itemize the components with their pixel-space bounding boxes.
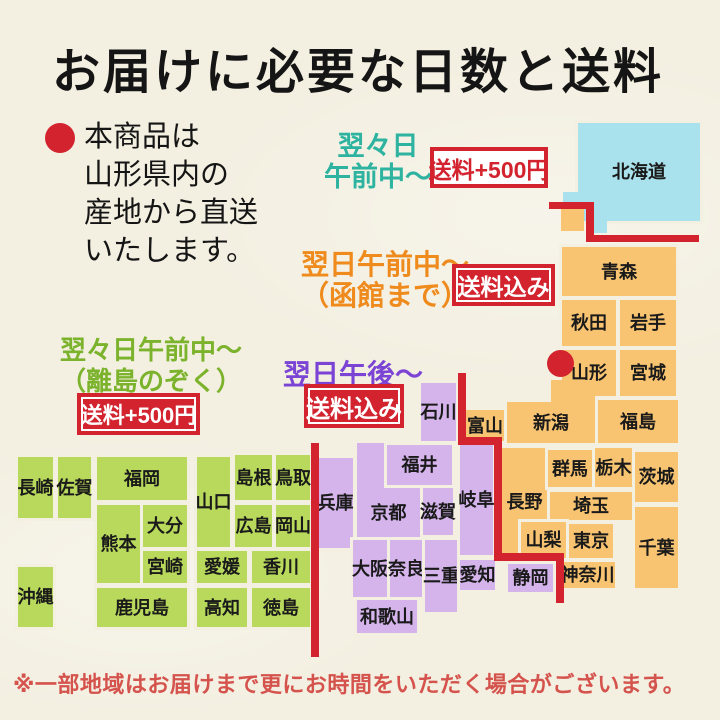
prefecture-block: 愛知 bbox=[460, 560, 496, 590]
prefecture-block: 愛媛 bbox=[197, 551, 247, 583]
prefecture-block: 兵庫 bbox=[318, 458, 354, 548]
prefecture-block: 大分 bbox=[143, 505, 187, 547]
zone-boundary-line bbox=[549, 202, 594, 209]
prefecture-block: 埼玉 bbox=[550, 492, 632, 520]
zone-label-line: 翌々日 bbox=[337, 131, 419, 161]
product-note-line: 山形県内の bbox=[84, 159, 230, 191]
zone-label-line: （離島のぞく） bbox=[59, 366, 242, 396]
product-note-line: 本商品は bbox=[84, 121, 201, 153]
zone-label-hokkaido: 翌々日 午前中〜 bbox=[318, 131, 438, 193]
prefecture-block: 宮城 bbox=[620, 350, 676, 396]
product-note-line: 産地から直送 bbox=[84, 197, 259, 229]
page-title: お届けに必要な日数と送料 bbox=[52, 46, 665, 99]
zone-label-line: 午前中〜 bbox=[324, 162, 432, 192]
shipping-fee-badge-hakodate: 送料込み bbox=[456, 268, 551, 302]
prefecture-block: 北海道 bbox=[578, 123, 700, 221]
prefecture-block: 岩手 bbox=[620, 300, 676, 346]
zone-label-line: 翌日午前中〜 bbox=[300, 249, 469, 280]
prefecture-block-fragment bbox=[592, 219, 607, 233]
zone-boundary-line bbox=[458, 373, 466, 443]
prefecture-block: 青森 bbox=[562, 247, 676, 296]
prefecture-block: 大阪 bbox=[352, 540, 388, 597]
prefecture-block: 山口 bbox=[196, 457, 232, 547]
prefecture-block: 新潟 bbox=[507, 402, 595, 443]
zone-boundary-line bbox=[586, 202, 594, 242]
prefecture-block-fragment bbox=[357, 443, 384, 490]
zone-boundary-line bbox=[494, 553, 564, 561]
red-bullet-icon bbox=[45, 123, 75, 153]
shipping-fee-badge-west-japan: 送料+500円 bbox=[81, 397, 196, 431]
prefecture-block: 宮崎 bbox=[143, 551, 187, 583]
prefecture-block: 栃木 bbox=[595, 448, 632, 487]
shipping-fee-badge-hokkaido: 送料+500円 bbox=[429, 147, 549, 188]
prefecture-block: 東京 bbox=[569, 524, 613, 558]
zone-label-line: 翌日午後〜 bbox=[283, 359, 424, 390]
zone-boundary-line bbox=[458, 437, 502, 445]
prefecture-block: 三重 bbox=[423, 540, 459, 612]
zone-boundary-line bbox=[494, 437, 502, 558]
prefecture-block: 広島 bbox=[235, 505, 272, 547]
zone-boundary-line bbox=[311, 443, 319, 657]
prefecture-block-fragment bbox=[561, 209, 584, 231]
prefecture-block: 高知 bbox=[197, 588, 247, 627]
zone-label-line: 翌々日午前中〜 bbox=[59, 335, 242, 365]
prefecture-block: 滋賀 bbox=[420, 488, 456, 535]
zone-label-line: （函館まで） bbox=[300, 280, 469, 311]
prefecture-block: 奈良 bbox=[388, 540, 424, 597]
prefecture-block: 鹿児島 bbox=[97, 588, 187, 627]
zone-boundary-line bbox=[556, 553, 564, 603]
zone-label-west-japan: 翌々日午前中〜 （離島のぞく） bbox=[42, 335, 260, 397]
prefecture-block: 島根 bbox=[235, 455, 272, 500]
prefecture-block: 福島 bbox=[598, 400, 678, 443]
zone-label-hakodate: 翌日午前中〜 （函館まで） bbox=[281, 249, 489, 311]
shipping-fee-badge-central-japan: 送料込み bbox=[306, 388, 402, 424]
prefecture-block: 徳島 bbox=[252, 588, 310, 627]
prefecture-block: 福井 bbox=[387, 445, 452, 485]
prefecture-block: 福岡 bbox=[97, 457, 187, 500]
prefecture-block: 山梨 bbox=[521, 522, 566, 558]
prefecture-block: 秋田 bbox=[562, 300, 616, 346]
yamagata-origin-marker bbox=[547, 350, 574, 377]
prefecture-block: 静岡 bbox=[508, 564, 553, 592]
prefecture-block: 香川 bbox=[252, 551, 310, 583]
prefecture-block: 富山 bbox=[466, 410, 504, 441]
prefecture-block: 岡山 bbox=[275, 505, 311, 547]
prefecture-block: 茨城 bbox=[635, 452, 678, 502]
footer-note: ※一部地域はお届けまで更にお時間をいただく場合がございます。 bbox=[13, 672, 686, 697]
prefecture-block: 岐阜 bbox=[459, 445, 495, 555]
prefecture-block: 長崎 bbox=[18, 457, 54, 518]
prefecture-block: 鳥取 bbox=[275, 455, 311, 500]
prefecture-block: 和歌山 bbox=[357, 600, 417, 633]
prefecture-block: 群馬 bbox=[548, 450, 592, 487]
prefecture-block: 石川 bbox=[421, 383, 457, 441]
prefecture-block: 京都 bbox=[357, 488, 420, 538]
zone-label-central-japan: 翌日午後〜 bbox=[283, 359, 423, 390]
zone-boundary-line bbox=[586, 235, 699, 242]
prefecture-block: 熊本 bbox=[97, 505, 140, 583]
prefecture-block-fragment bbox=[551, 380, 595, 406]
prefecture-block: 佐賀 bbox=[57, 457, 93, 518]
prefecture-block: 千葉 bbox=[635, 507, 678, 588]
prefecture-block: 神奈川 bbox=[560, 562, 615, 588]
prefecture-block: 沖縄 bbox=[18, 567, 54, 627]
product-note: 本商品は 山形県内の 産地から直送 いたします。 bbox=[84, 118, 258, 270]
product-note-line: いたします。 bbox=[84, 235, 256, 267]
